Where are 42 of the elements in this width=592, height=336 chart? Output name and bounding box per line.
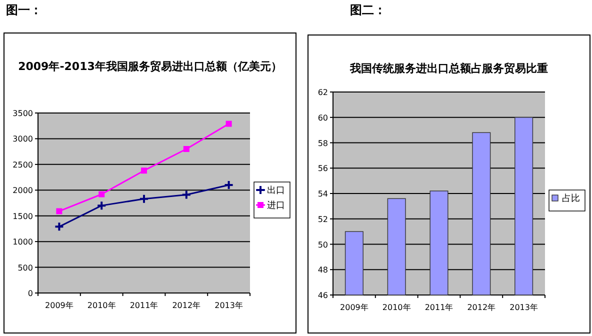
point: [226, 120, 232, 127]
point: [96, 200, 107, 211]
x-tick-label: 2011年: [424, 303, 454, 312]
point: [181, 190, 192, 200]
text: 图一：: [6, 3, 42, 17]
point: [56, 208, 62, 214]
legend-label: 出口: [267, 185, 285, 196]
point: [98, 191, 105, 198]
chart-title: 我国传统服务进出口总额占服务贸易比重: [349, 62, 548, 75]
y-tick-label: 0: [28, 289, 33, 298]
y-tick-label: 58: [318, 138, 328, 148]
y-tick-label: 48: [318, 266, 328, 275]
y-tick-label: 60: [318, 113, 328, 122]
y-tick-label: 3500: [12, 109, 33, 118]
y-tick-label: 52: [318, 214, 328, 224]
y-tick-label: 1500: [12, 212, 33, 221]
text: 图二：: [350, 3, 386, 17]
x-tick-label: 2011年: [130, 301, 158, 310]
x-tick-label: 2013年: [214, 301, 243, 310]
y-tick-label: 46: [318, 291, 328, 300]
legend-label: 进口: [267, 200, 285, 211]
point: [141, 168, 147, 174]
y-tick-label: 62: [318, 88, 328, 97]
chart-title: 2009年-2013年我国服务贸易进出口总额（亿美元）: [18, 60, 282, 73]
y-tick-label: 500: [18, 263, 33, 272]
point: [183, 146, 190, 152]
point: [139, 194, 149, 204]
y-tick-label: 2500: [12, 160, 33, 170]
x-tick-label: 2012年: [467, 303, 496, 312]
y-tick-label: 1000: [12, 238, 33, 247]
y-tick-label: 3000: [12, 134, 33, 144]
x-tick-label: 2012年: [172, 301, 201, 310]
x-tick-label: 2009年: [45, 301, 74, 310]
y-tick-label: 2000: [12, 186, 33, 196]
x-tick-label: 2010年: [87, 301, 116, 310]
y-tick-label: 56: [318, 164, 328, 174]
y-tick-label: 54: [318, 190, 328, 198]
y-tick-label: 50: [318, 240, 328, 250]
x-tick-label: 2009年: [340, 303, 368, 312]
x-tick-label: 2010年: [382, 303, 411, 312]
x-tick-label: 2013年: [510, 303, 538, 312]
legend-label: 占比: [562, 193, 580, 204]
